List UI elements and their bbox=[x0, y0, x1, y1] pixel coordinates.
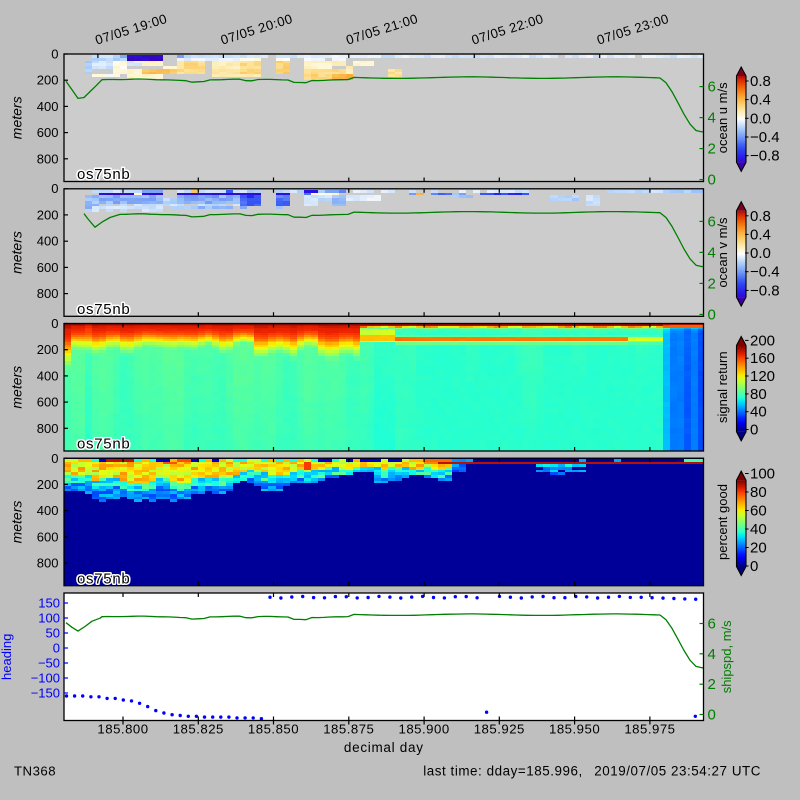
svg-text:6: 6 bbox=[708, 79, 716, 96]
svg-text:ocean v m/s: ocean v m/s bbox=[715, 217, 730, 288]
svg-text:400: 400 bbox=[37, 368, 59, 383]
svg-text:0.4: 0.4 bbox=[750, 226, 771, 243]
svg-text:0.0: 0.0 bbox=[750, 110, 771, 127]
svg-text:50: 50 bbox=[46, 626, 60, 641]
svg-text:6: 6 bbox=[708, 213, 716, 230]
svg-text:shipspd, m/s: shipspd, m/s bbox=[719, 620, 734, 693]
svg-text:120: 120 bbox=[750, 368, 775, 385]
svg-text:200: 200 bbox=[37, 73, 59, 88]
svg-text:−150: −150 bbox=[31, 686, 60, 701]
svg-text:185.925: 185.925 bbox=[474, 722, 525, 737]
svg-text:os75nb: os75nb bbox=[77, 571, 130, 588]
svg-text:meters: meters bbox=[9, 231, 25, 274]
svg-text:2: 2 bbox=[708, 275, 716, 292]
svg-text:185.900: 185.900 bbox=[399, 722, 450, 737]
svg-text:TN368: TN368 bbox=[14, 764, 56, 779]
svg-text:2: 2 bbox=[708, 676, 716, 693]
svg-text:200: 200 bbox=[750, 332, 775, 349]
svg-text:last time: dday=185.996, 2019: last time: dday=185.996, 2019/07/05 23:5… bbox=[423, 764, 761, 779]
svg-text:0: 0 bbox=[51, 451, 58, 466]
svg-text:600: 600 bbox=[37, 125, 59, 140]
svg-text:0.4: 0.4 bbox=[750, 92, 771, 109]
svg-text:4: 4 bbox=[708, 110, 716, 127]
svg-text:4: 4 bbox=[708, 646, 716, 663]
svg-text:os75nb: os75nb bbox=[77, 166, 130, 183]
svg-text:185.825: 185.825 bbox=[173, 722, 224, 737]
svg-text:0: 0 bbox=[708, 306, 716, 323]
svg-text:4: 4 bbox=[708, 244, 716, 261]
svg-text:0: 0 bbox=[708, 707, 716, 724]
svg-text:800: 800 bbox=[37, 421, 59, 436]
svg-text:os75nb: os75nb bbox=[77, 436, 130, 453]
svg-text:185.800: 185.800 bbox=[97, 722, 148, 737]
svg-text:800: 800 bbox=[37, 151, 59, 166]
svg-text:−0.8: −0.8 bbox=[750, 148, 780, 165]
svg-text:0: 0 bbox=[51, 181, 58, 196]
svg-text:meters: meters bbox=[9, 501, 25, 544]
svg-text:2: 2 bbox=[708, 141, 716, 158]
svg-text:0: 0 bbox=[750, 558, 758, 575]
svg-text:0: 0 bbox=[708, 172, 716, 189]
svg-text:percent good: percent good bbox=[715, 484, 730, 560]
svg-text:40: 40 bbox=[750, 404, 767, 421]
svg-text:800: 800 bbox=[37, 556, 59, 571]
svg-text:200: 200 bbox=[37, 477, 59, 492]
svg-text:60: 60 bbox=[750, 503, 767, 520]
svg-text:−0.4: −0.4 bbox=[750, 264, 780, 281]
svg-text:0.8: 0.8 bbox=[750, 208, 771, 225]
svg-text:0.0: 0.0 bbox=[750, 245, 771, 262]
svg-text:80: 80 bbox=[750, 386, 767, 403]
svg-text:−100: −100 bbox=[31, 671, 60, 686]
svg-text:0.8: 0.8 bbox=[750, 73, 771, 90]
svg-text:0: 0 bbox=[51, 316, 58, 331]
svg-text:100: 100 bbox=[750, 466, 775, 483]
svg-text:600: 600 bbox=[37, 529, 59, 544]
svg-text:meters: meters bbox=[9, 96, 25, 139]
svg-text:decimal day: decimal day bbox=[344, 740, 424, 755]
svg-text:400: 400 bbox=[37, 234, 59, 249]
svg-text:185.975: 185.975 bbox=[624, 722, 675, 737]
svg-text:185.950: 185.950 bbox=[549, 722, 600, 737]
svg-text:40: 40 bbox=[750, 521, 767, 538]
svg-text:160: 160 bbox=[750, 350, 775, 367]
svg-text:0: 0 bbox=[51, 47, 58, 62]
svg-text:400: 400 bbox=[37, 503, 59, 518]
svg-text:800: 800 bbox=[37, 286, 59, 301]
svg-text:−0.4: −0.4 bbox=[750, 129, 780, 146]
svg-text:−50: −50 bbox=[38, 656, 60, 671]
svg-text:0: 0 bbox=[53, 641, 60, 656]
svg-text:0: 0 bbox=[750, 422, 758, 439]
svg-text:os75nb: os75nb bbox=[77, 301, 130, 318]
svg-text:600: 600 bbox=[37, 395, 59, 410]
svg-text:20: 20 bbox=[750, 540, 767, 557]
svg-text:ocean u m/s: ocean u m/s bbox=[715, 82, 730, 153]
svg-text:150: 150 bbox=[38, 596, 60, 611]
svg-text:signal return: signal return bbox=[715, 351, 730, 423]
svg-text:400: 400 bbox=[37, 99, 59, 114]
svg-text:6: 6 bbox=[708, 616, 716, 633]
svg-text:200: 200 bbox=[37, 207, 59, 222]
svg-text:meters: meters bbox=[9, 366, 25, 409]
svg-text:600: 600 bbox=[37, 260, 59, 275]
svg-text:185.850: 185.850 bbox=[248, 722, 299, 737]
svg-text:100: 100 bbox=[38, 611, 60, 626]
svg-text:80: 80 bbox=[750, 484, 767, 501]
svg-text:185.875: 185.875 bbox=[323, 722, 374, 737]
svg-text:200: 200 bbox=[37, 342, 59, 357]
svg-text:heading: heading bbox=[0, 634, 14, 680]
svg-text:−0.8: −0.8 bbox=[750, 282, 780, 299]
